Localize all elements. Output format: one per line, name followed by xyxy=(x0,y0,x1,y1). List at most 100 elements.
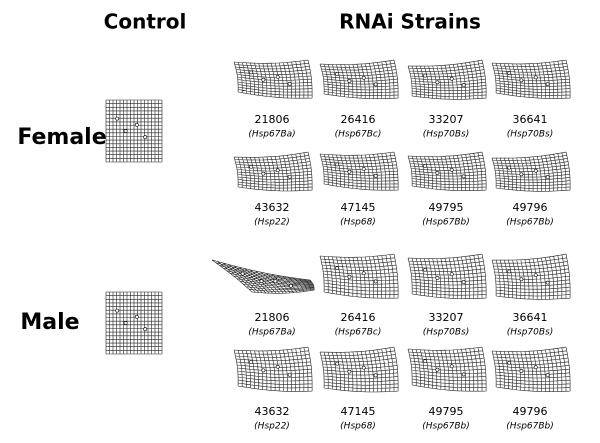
landmark xyxy=(134,314,139,319)
landmark xyxy=(123,129,128,133)
landmark xyxy=(423,164,428,168)
gene-name: (Hsp22) xyxy=(254,218,290,228)
landmark xyxy=(507,71,512,76)
landmark xyxy=(335,162,340,167)
deformation-grid xyxy=(491,59,571,99)
landmark xyxy=(423,267,428,272)
landmark xyxy=(507,165,512,170)
gene-name: (Hsp68) xyxy=(340,218,376,228)
landmark xyxy=(347,169,352,174)
deformation-grid xyxy=(319,253,399,299)
landmark xyxy=(519,369,524,373)
strain-id: 47145 xyxy=(341,405,376,418)
landmark xyxy=(261,368,266,373)
gene-name: (Hsp67Bb) xyxy=(422,422,470,432)
strain-id: 49795 xyxy=(429,201,464,214)
landmark xyxy=(461,174,466,179)
landmark xyxy=(347,274,352,279)
deformation-grid xyxy=(233,151,313,192)
deformation-grid xyxy=(211,259,315,294)
landmark xyxy=(533,168,538,173)
landmark xyxy=(261,77,266,82)
landmark xyxy=(275,74,280,79)
landmark xyxy=(240,271,245,276)
deformation-grid xyxy=(407,151,487,192)
strain-id: 43632 xyxy=(255,201,290,214)
landmark xyxy=(275,168,280,173)
landmark xyxy=(289,283,293,288)
landmark xyxy=(545,175,550,179)
landmark xyxy=(335,361,340,366)
landmark xyxy=(449,76,454,81)
gene-name: (Hsp67Bb) xyxy=(506,218,554,228)
strain-id: 36641 xyxy=(513,311,548,324)
deformation-grid xyxy=(105,291,163,355)
landmark xyxy=(373,279,378,284)
landmark xyxy=(115,308,120,313)
landmark xyxy=(449,272,454,277)
landmark xyxy=(545,373,550,377)
landmark xyxy=(519,277,524,282)
row-label: Female xyxy=(17,125,106,150)
deformation-grid xyxy=(319,151,399,191)
landmark xyxy=(249,164,254,169)
landmark xyxy=(373,173,378,178)
strain-id: 33207 xyxy=(429,311,464,324)
strain-id: 49796 xyxy=(513,201,548,214)
landmark xyxy=(287,81,292,86)
gene-name: (Hsp68) xyxy=(340,422,376,432)
landmark xyxy=(373,373,378,378)
deformation-grid xyxy=(233,346,313,392)
landmark xyxy=(519,78,524,83)
rnai-header: RNAi Strains xyxy=(339,10,481,34)
landmark xyxy=(347,369,352,374)
landmark xyxy=(287,372,292,377)
landmark xyxy=(533,365,538,370)
deformation-grid xyxy=(407,253,487,300)
landmark xyxy=(287,174,292,179)
landmark xyxy=(435,367,440,372)
landmark xyxy=(261,171,266,176)
landmark xyxy=(435,276,440,280)
landmark xyxy=(361,75,366,80)
gene-name: (Hsp70Bs) xyxy=(423,130,470,140)
strain-id: 47145 xyxy=(341,201,376,214)
landmark xyxy=(249,360,254,364)
deformation-grid xyxy=(319,346,399,393)
landmark xyxy=(423,359,428,364)
landmark xyxy=(533,273,538,277)
deformation-grid xyxy=(233,59,313,99)
landmark xyxy=(461,280,466,284)
row-label: Male xyxy=(20,310,79,335)
gene-name: (Hsp67Bc) xyxy=(335,328,382,338)
landmark xyxy=(273,279,278,284)
gene-name: (Hsp22) xyxy=(254,422,290,432)
deformation-grid xyxy=(491,151,571,192)
landmark xyxy=(533,75,538,80)
strain-id: 21806 xyxy=(255,311,290,324)
gene-name: (Hsp70Bs) xyxy=(507,328,554,338)
landmark xyxy=(335,266,340,271)
gene-name: (Hsp67Bc) xyxy=(335,130,382,140)
strain-id: 36641 xyxy=(513,113,548,126)
strain-id: 49796 xyxy=(513,405,548,418)
strain-id: 43632 xyxy=(255,405,290,418)
landmark xyxy=(435,80,440,85)
landmark xyxy=(545,82,550,87)
landmark xyxy=(134,122,139,127)
deformation-grid xyxy=(491,253,571,300)
strain-id: 21806 xyxy=(255,113,290,126)
landmark xyxy=(361,271,366,276)
landmark xyxy=(115,116,120,121)
landmark xyxy=(519,172,524,177)
deformation-grid xyxy=(105,99,163,163)
landmark xyxy=(143,135,148,140)
strain-id: 26416 xyxy=(341,311,376,324)
landmark xyxy=(423,73,428,78)
landmark xyxy=(461,83,466,87)
gene-name: (Hsp67Bb) xyxy=(506,422,554,432)
landmark xyxy=(335,72,340,76)
strain-id: 26416 xyxy=(341,113,376,126)
landmark xyxy=(143,327,148,332)
